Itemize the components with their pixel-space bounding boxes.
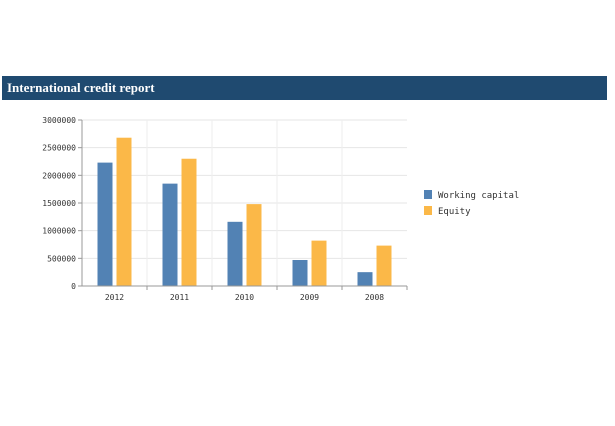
y-tick-label: 3000000 — [42, 116, 76, 125]
x-tick-label: 2010 — [235, 293, 254, 302]
x-tick-label: 2012 — [105, 293, 124, 302]
y-tick-label: 0 — [71, 282, 76, 291]
legend-label-working-capital: Working capital — [438, 191, 519, 201]
y-tick-label: 1500000 — [42, 199, 76, 208]
legend-swatch-equity — [424, 206, 432, 215]
chart-bars — [97, 137, 392, 286]
bar-equity-2009 — [311, 240, 327, 286]
bar-equity-2011 — [181, 158, 197, 286]
bar-equity-2012 — [116, 137, 132, 286]
x-tick-label: 2009 — [300, 293, 319, 302]
bar-equity-2010 — [246, 204, 262, 286]
report-header: International credit report — [2, 76, 607, 100]
bar-working-capital-2010 — [227, 221, 243, 286]
legend-label-equity: Equity — [438, 207, 471, 217]
y-tick-label: 2000000 — [42, 171, 76, 180]
chart-legend: Working capital Equity — [424, 190, 519, 217]
y-tick-label: 500000 — [47, 254, 76, 263]
x-tick-label: 2008 — [365, 293, 384, 302]
bar-chart: 0 500000 1000000 1500000 2000000 2500000 30000… — [42, 116, 519, 302]
bar-working-capital-2008 — [357, 272, 373, 286]
x-tick-label: 2011 — [170, 293, 189, 302]
bar-working-capital-2009 — [292, 259, 308, 286]
report-title: International credit report — [7, 80, 155, 95]
bar-working-capital-2012 — [97, 162, 113, 286]
bar-equity-2008 — [376, 245, 392, 286]
bar-working-capital-2011 — [162, 183, 178, 286]
y-tick-label: 1000000 — [42, 227, 76, 236]
legend-swatch-working-capital — [424, 190, 432, 199]
y-tick-label: 2500000 — [42, 144, 76, 153]
chart-axes: 0 500000 1000000 1500000 2000000 2500000 30000… — [42, 116, 408, 302]
chart-grid — [82, 119, 407, 287]
